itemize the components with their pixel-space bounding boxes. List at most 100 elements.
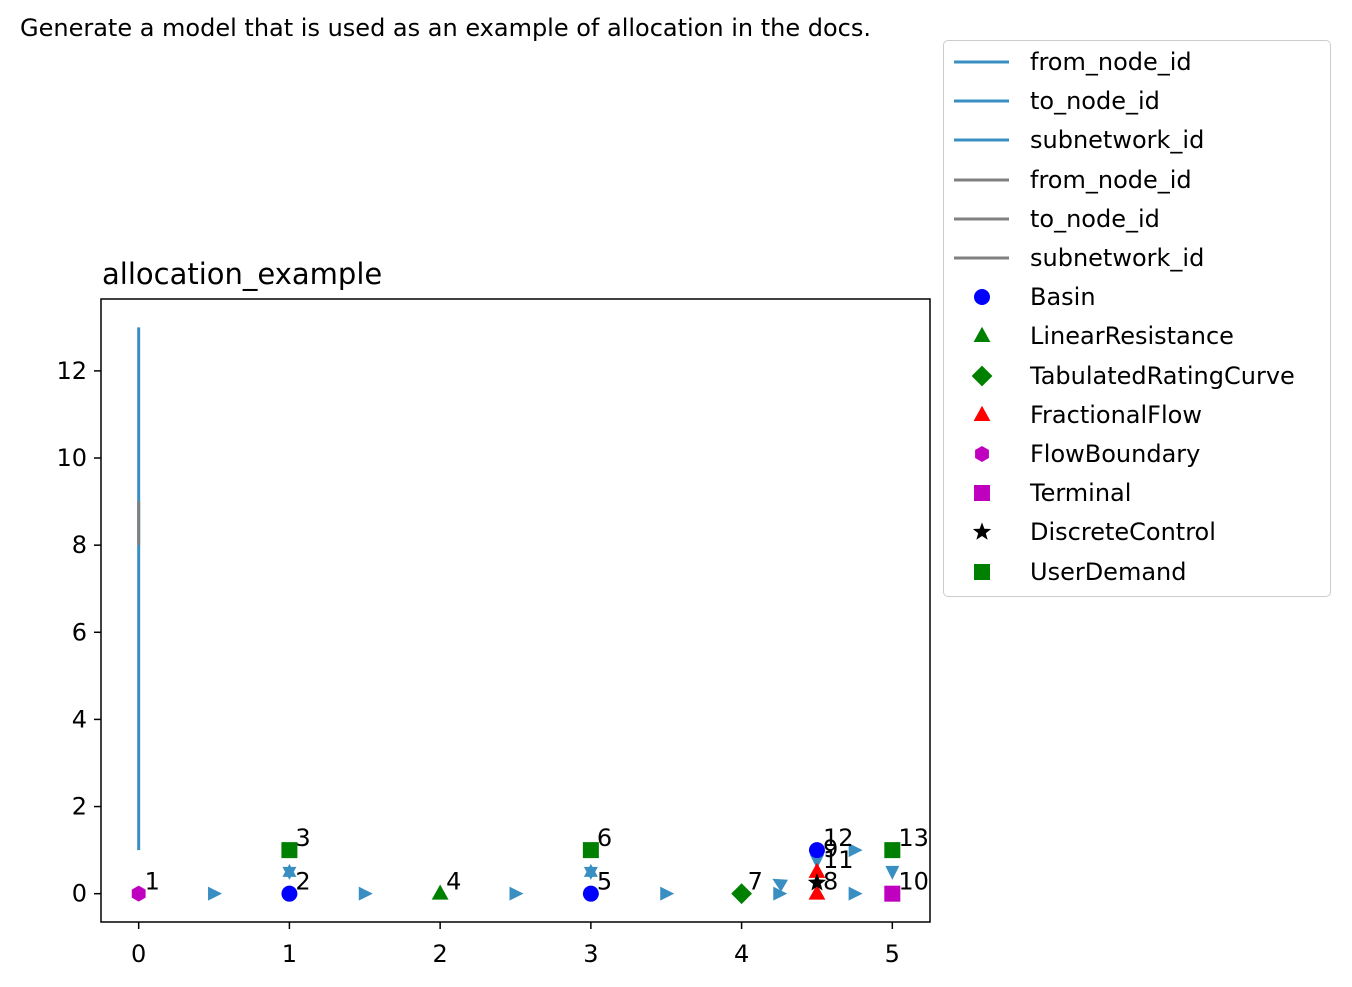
legend-swatch: [974, 485, 990, 502]
legend-entry-userdemand: UserDemand: [944, 557, 1330, 587]
legend-entry-subnetwork-id: subnetwork_id: [944, 125, 1330, 155]
legend-entry-terminal: Terminal: [944, 478, 1330, 508]
legend-marker-basin: [974, 289, 990, 306]
legend-entry-fractionalflow: FractionalFlow: [944, 400, 1330, 430]
node-id-label: 13: [898, 824, 929, 852]
legend-entry-discretecontrol: DiscreteControl: [944, 517, 1330, 547]
x-tick-label: 4: [734, 940, 749, 968]
legend-label: FlowBoundary: [1030, 440, 1201, 468]
legend-swatch: [974, 563, 990, 580]
legend-label: UserDemand: [1030, 557, 1187, 586]
node-basin-marker: [281, 885, 298, 902]
legend-label: to_node_id: [1030, 204, 1160, 233]
node-id-label: 2: [295, 868, 310, 896]
legend-entry-from-node-id: from_node_id: [944, 47, 1330, 77]
x-tick-label: 2: [432, 940, 447, 968]
legend-label: Basin: [1030, 283, 1096, 312]
legend-swatch: [954, 178, 1009, 182]
legend-label: LinearResistance: [1030, 322, 1234, 351]
legend-swatch: [974, 289, 990, 306]
node-id-label: 9: [823, 835, 838, 863]
legend-swatch: [973, 405, 991, 421]
legend-entry-to-node-id: to_node_id: [944, 86, 1330, 116]
y-tick-label: 0: [72, 880, 87, 908]
node-userdemand-marker: [582, 842, 599, 859]
node-id-label: 6: [597, 824, 612, 852]
legend-swatch: [954, 217, 1009, 221]
legend-swatch: [972, 522, 992, 541]
legend-swatch: [954, 60, 1009, 64]
legend: from_node_id to_node_id subnetwork_id from_…: [943, 40, 1331, 597]
node-id-label: 11: [823, 846, 854, 874]
legend-label: to_node_id: [1030, 87, 1160, 116]
edge-arrow: [282, 863, 297, 880]
node-markers: [131, 842, 901, 905]
legend-marker-linearresistance: [973, 327, 991, 343]
legend-entry-basin: Basin: [944, 282, 1330, 312]
x-tick-label: 3: [583, 940, 598, 968]
y-tick-label: 8: [72, 531, 87, 559]
legend-swatch: [973, 327, 991, 343]
legend-marker-tabulatedratingcurve: [971, 365, 993, 386]
y-tick-label: 2: [72, 793, 87, 821]
edge-arrow: [773, 886, 788, 901]
x-axis: 0 1 2 3 4 5: [131, 922, 900, 968]
legend-label: subnetwork_id: [1030, 244, 1205, 272]
legend-label: FractionalFlow: [1030, 400, 1202, 429]
legend-entry-to-node-id: to_node_id: [944, 204, 1330, 234]
edge-arrow: [583, 863, 598, 880]
x-tick-label: 5: [885, 940, 900, 968]
legend-entry-subnetwork-id: subnetwork_id: [944, 243, 1330, 273]
edge-arrow: [848, 886, 863, 901]
node-flowboundary-marker: [131, 885, 146, 902]
node-id-label: 5: [597, 868, 612, 896]
node-fractionalflow-marker: [808, 862, 826, 878]
legend-label: TabulatedRatingCurve: [1030, 361, 1295, 390]
legend-entry-from-node-id: from_node_id: [944, 165, 1330, 195]
node-id-label: 4: [446, 868, 461, 896]
edge-arrow: [885, 865, 900, 880]
edge-arrow: [509, 886, 524, 901]
node-linearresistance-marker: [431, 884, 449, 900]
node-basin-marker: [582, 885, 599, 902]
node-id-label: 3: [295, 824, 310, 852]
legend-marker-fractionalflow: [973, 405, 991, 421]
legend-swatch: [954, 99, 1009, 103]
x-tick-label: 0: [131, 940, 146, 968]
y-tick-label: 10: [56, 444, 87, 472]
legend-label: subnetwork_id: [1030, 126, 1205, 155]
y-tick-label: 6: [72, 618, 87, 646]
legend-marker-terminal: [974, 485, 990, 502]
node-tabulatedratingcurve-marker: [731, 883, 752, 905]
figure-suptitle: Generate a model that is used as an exam…: [20, 14, 872, 42]
legend-label: from_node_id: [1030, 48, 1192, 76]
y-tick-label: 12: [56, 357, 87, 385]
legend-swatch: [971, 365, 993, 386]
node-terminal-marker: [884, 885, 901, 902]
edge-arrow: [660, 886, 675, 901]
legend-label: from_node_id: [1030, 165, 1192, 194]
legend-swatch: [954, 256, 1009, 260]
plot-frame: [100, 298, 931, 923]
edge-arrow: [772, 878, 788, 892]
legend-marker-userdemand: [974, 563, 990, 580]
legend-swatch: [975, 446, 989, 462]
edge-arrow: [809, 855, 824, 870]
legend-marker-discretecontrol: [972, 522, 992, 541]
legend-swatch: [954, 138, 1009, 142]
node-id-label: 12: [823, 824, 854, 852]
edge-arrows: [208, 843, 900, 901]
legend-marker-flowboundary: [975, 446, 989, 462]
node-id-label: 7: [748, 868, 763, 896]
legend-entry-tabulatedratingcurve: TabulatedRatingCurve: [944, 361, 1330, 391]
node-fractionalflow-marker: [808, 884, 826, 900]
legend-label: Terminal: [1030, 479, 1132, 508]
legend-entry-linearresistance: LinearResistance: [944, 321, 1330, 351]
edge-arrow: [208, 886, 223, 901]
node-id-label: 8: [823, 868, 838, 896]
x-tick-label: 1: [282, 940, 297, 968]
legend-label: DiscreteControl: [1030, 518, 1216, 547]
node-userdemand-marker: [281, 842, 298, 859]
